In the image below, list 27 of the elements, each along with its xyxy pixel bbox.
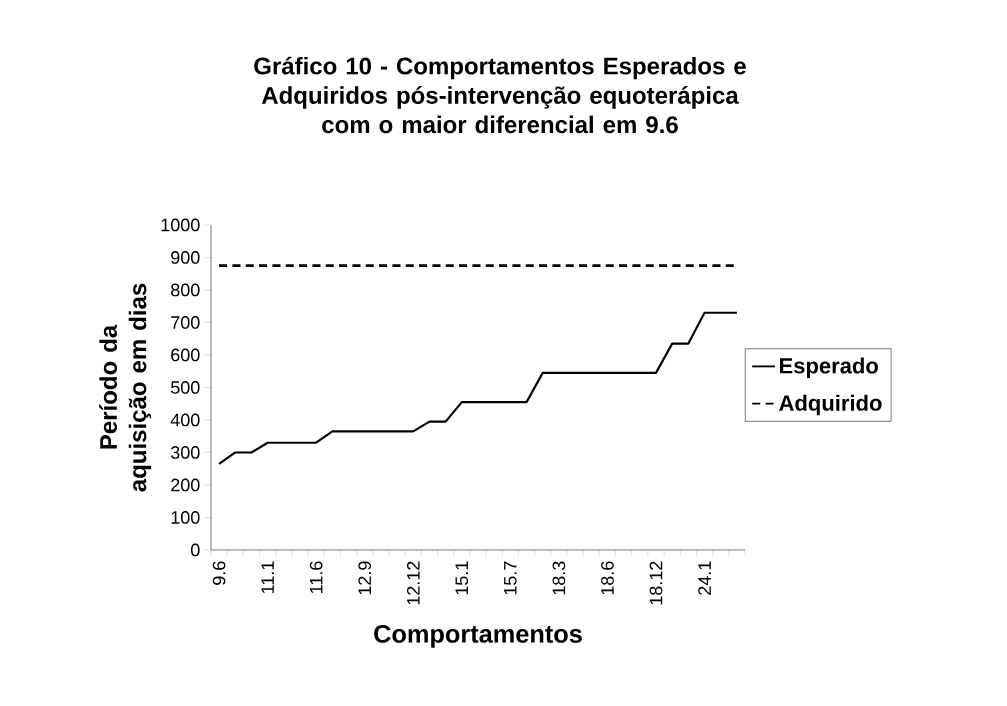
x-tick-label: 11.1 (261, 561, 274, 594)
x-tick-label: 24.1 (698, 561, 711, 595)
y-tick-label: 900 (171, 251, 200, 264)
y-tick-label: 100 (171, 511, 200, 524)
y-tick-label: 500 (170, 381, 200, 394)
chart-title: Gráfico 10 - Comportamentos Esperados e Adquiridos pós-intervenção equoterápica com o maior diferencial em 9.6 (254, 56, 746, 134)
x-tick-label: 11.6 (309, 561, 323, 594)
y-tick-label: 600 (171, 348, 200, 362)
y-tick-label: 400 (170, 413, 200, 427)
x-tick-label: 12.9 (358, 561, 372, 595)
y-tick-label: 200 (171, 478, 200, 492)
legend-label: Esperado (780, 357, 878, 378)
y-tick-label: 300 (170, 446, 200, 459)
y-tick-label: 0 (190, 543, 200, 557)
x-tick-label: 9.6 (212, 561, 226, 585)
legend-label: Adquirido (779, 394, 882, 416)
x-axis-title: Comportamentos (374, 624, 582, 648)
x-tick-label: 18.6 (601, 561, 614, 595)
x-tick-label: 18.12 (649, 561, 663, 605)
x-tick-label: 15.7 (504, 561, 517, 595)
y-tick-label: 800 (171, 283, 200, 297)
y-axis-title: Período da aquisição em dias (99, 283, 152, 492)
y-tick-label: 1000 (161, 218, 200, 232)
x-tick-label: 15.1 (455, 561, 469, 595)
y-tick-label: 700 (171, 316, 200, 329)
x-tick-label: 12.12 (406, 561, 420, 605)
x-tick-label: 18.3 (552, 561, 566, 595)
